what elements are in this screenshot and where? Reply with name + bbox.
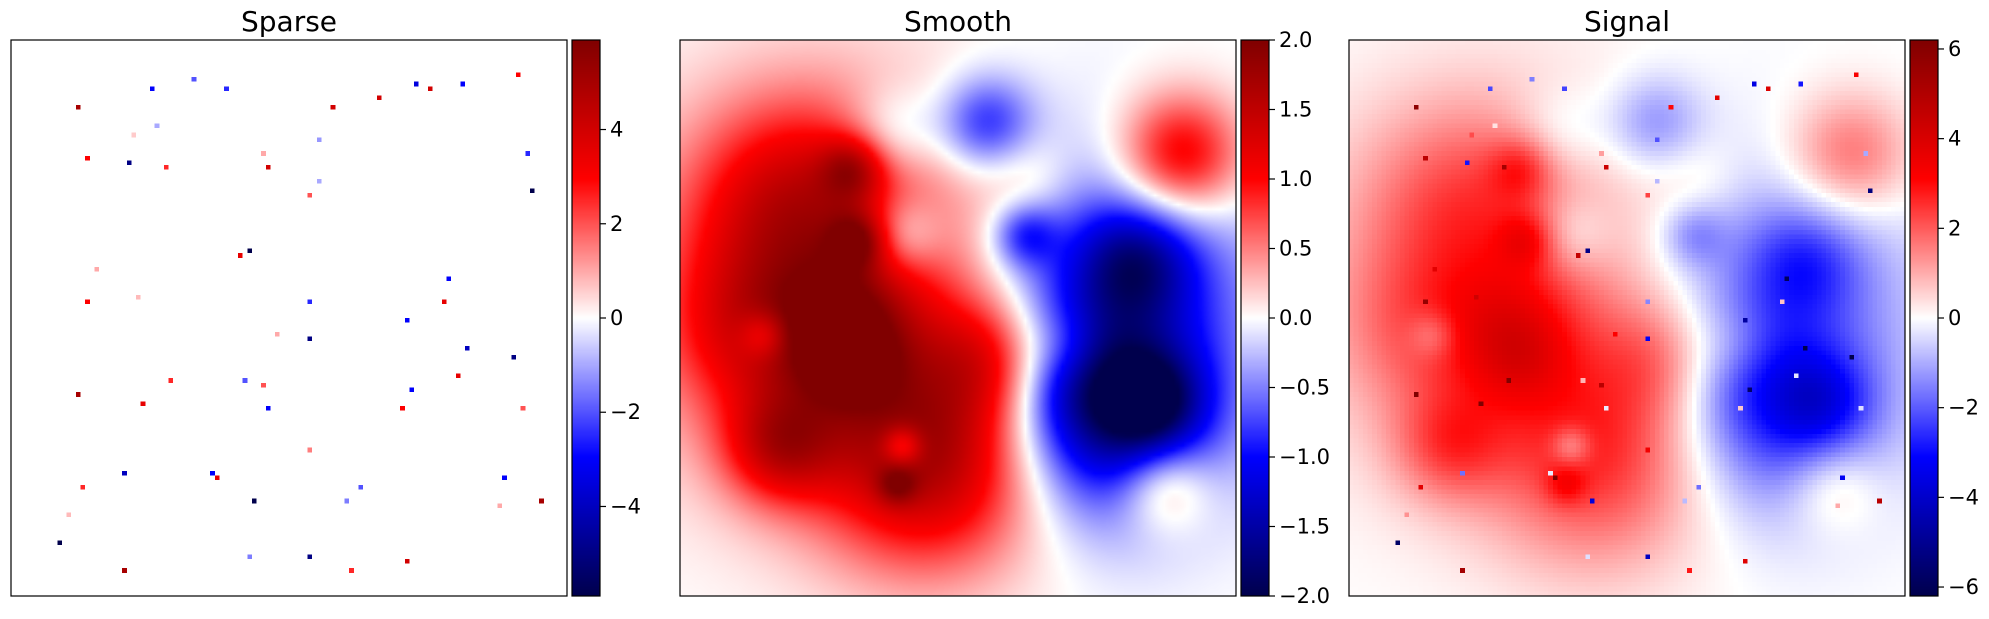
panel-sparse: Sparse −4 −2 0 2 4	[10, 5, 641, 597]
colorbar-ticks-sparse: −4 −2 0 2 4	[600, 118, 641, 518]
colorbar-ticks-signal: −6 −4 −2 0 2 4 6	[1938, 37, 1979, 599]
colorbar-tick-label: 1.0	[1279, 167, 1312, 191]
colorbar-tick-label: −2	[1948, 396, 1979, 420]
axes-frame-sparse	[10, 39, 568, 597]
colorbar-sparse	[572, 40, 600, 596]
heatmap-smooth	[680, 40, 1236, 596]
colorbar-tick-label: 0.0	[1279, 306, 1312, 330]
colorbar-tick-label: 2.0	[1279, 28, 1312, 52]
colorbar-tick-label: −4	[1948, 485, 1979, 509]
axes-frame-signal	[1348, 39, 1906, 597]
colorbar-tick-label: −1.0	[1279, 445, 1330, 469]
colorbar-tick-label: 6	[1948, 37, 1961, 61]
heatmap-sparse	[11, 40, 567, 596]
colorbar-tick-label: −2.0	[1279, 584, 1330, 608]
colorbar-tick-label: 4	[1948, 127, 1961, 151]
colorbar-tick-label: 0	[1948, 306, 1961, 330]
colorbar-smooth	[1241, 40, 1269, 596]
axes-frame-smooth	[679, 39, 1237, 597]
colorbar-tick-label: −0.5	[1279, 376, 1330, 400]
colorbar-tick-label: 2	[610, 212, 623, 236]
title-smooth: Smooth	[904, 5, 1012, 38]
colorbar-tick-label: 0	[610, 306, 623, 330]
colorbar-tick-label: 1.5	[1279, 98, 1312, 122]
panel-smooth: Smooth −2.0 −1.5 −1.0 −0.5 0.0 0.5 1.0 1.5 2.0	[679, 5, 1330, 608]
colorbar-tick-label: −6	[1948, 575, 1979, 599]
colorbar-tick-label: 2	[1948, 216, 1961, 240]
colorbar-ticks-smooth: −2.0 −1.5 −1.0 −0.5 0.0 0.5 1.0 1.5 2.0	[1269, 28, 1330, 608]
colorbar-tick-label: −2	[610, 400, 641, 424]
heatmap-signal	[1349, 40, 1905, 596]
colorbar-tick-label: −4	[610, 494, 641, 518]
colorbar-signal	[1910, 40, 1938, 596]
panel-signal: Signal −6 −4 −2 0 2 4 6	[1348, 5, 1979, 599]
colorbar-tick-label: 0.5	[1279, 237, 1312, 261]
title-sparse: Sparse	[241, 5, 337, 38]
colorbar-tick-label: −1.5	[1279, 515, 1330, 539]
colorbar-tick-label: 4	[610, 118, 623, 142]
title-signal: Signal	[1584, 5, 1670, 38]
